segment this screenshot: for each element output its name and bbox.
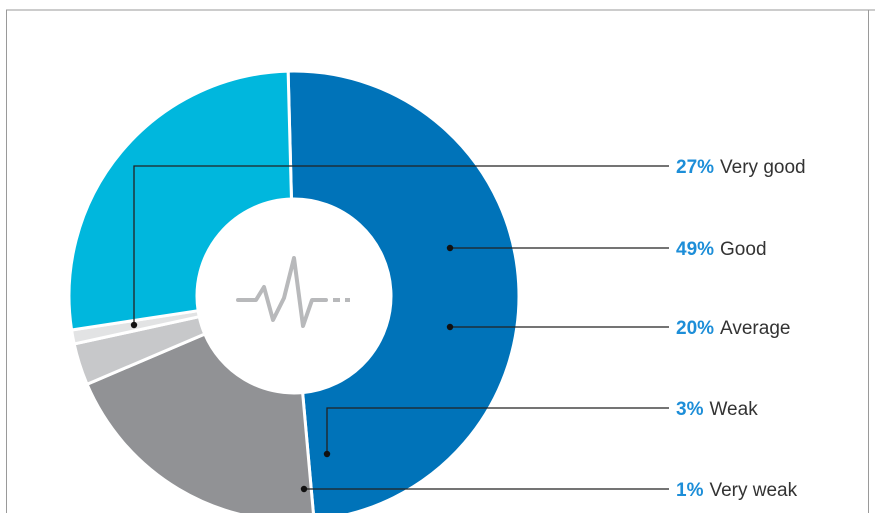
legend-label-group: 27% Very good 49% Good 20% Average 3% Weak 1… [676, 157, 806, 501]
slice-label-name: Average [720, 318, 790, 339]
leader-line-very-good [133, 165, 669, 325]
leader-dot-good [446, 244, 454, 252]
slice-group [67, 69, 521, 513]
slice-label-percent: 3% [676, 399, 704, 420]
slice-label-weak: 3% Weak [676, 399, 758, 420]
slice-label-good: 49% Good [676, 239, 767, 260]
slice-label-name: Weak [709, 399, 758, 420]
slice-label-percent: 49% [676, 239, 714, 260]
donut-hole [197, 199, 391, 393]
leader-dot-very-good [130, 321, 138, 329]
leader-line-group [130, 165, 669, 493]
slice-label-name: Very good [720, 157, 806, 178]
slice-label-name: Very weak [709, 480, 797, 501]
slice-label-very-good: 27% Very good [676, 157, 806, 178]
heartbeat-icon [236, 256, 350, 328]
slice-label-percent: 20% [676, 318, 714, 339]
slice-label-name: Good [720, 239, 766, 260]
slice-label-percent: 27% [676, 157, 714, 178]
leader-dot-weak [323, 450, 331, 458]
slice-label-average: 20% Average [676, 318, 790, 339]
slice-label-very-weak: 1% Very weak [676, 480, 798, 501]
leader-line-weak [326, 407, 669, 454]
leader-dot-average [446, 323, 454, 331]
leader-dot-very-weak [300, 485, 308, 493]
slice-label-percent: 1% [676, 480, 704, 501]
